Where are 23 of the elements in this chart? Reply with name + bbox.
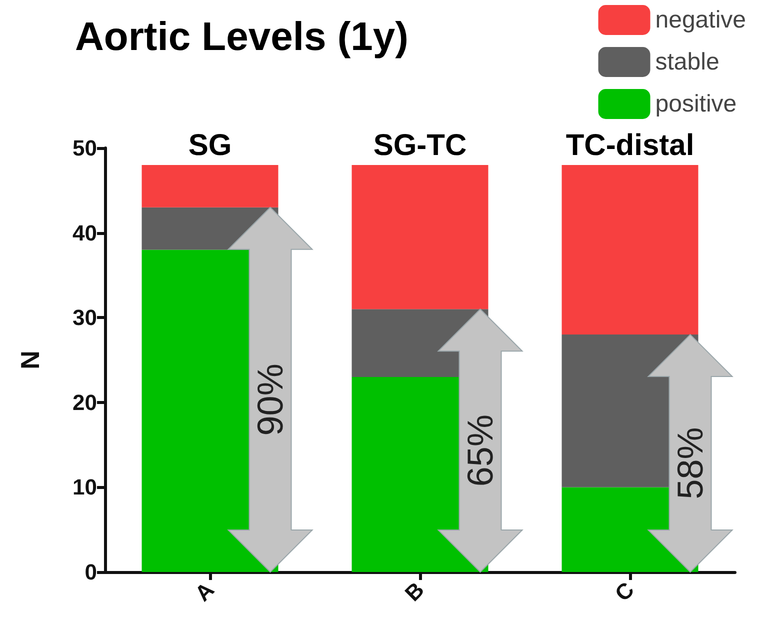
legend-label: positive — [655, 90, 737, 118]
y-tick-label: 40 — [72, 220, 97, 246]
x-tick-label: C — [610, 577, 639, 606]
y-tick-label: 30 — [72, 305, 97, 330]
y-tick-label: 0 — [84, 560, 97, 584]
legend-label: negative — [655, 6, 746, 34]
y-axis-title: N — [15, 350, 45, 370]
legend-label: stable — [655, 48, 720, 76]
x-tick-label: B — [400, 577, 429, 606]
annotation: 90% — [250, 364, 291, 436]
y-tick-label: 20 — [72, 390, 97, 415]
annotation: 58% — [670, 427, 711, 500]
bar — [352, 164, 488, 310]
y-tick-label: 10 — [72, 474, 97, 500]
bar — [142, 164, 278, 208]
bar — [562, 164, 698, 335]
y-tick-label: 50 — [72, 136, 97, 160]
annotation: SG-TC — [373, 128, 467, 162]
chart-title: Aortic Levels (1y) — [75, 15, 408, 59]
x-tick-label: A — [190, 577, 219, 606]
annotation: SG — [188, 128, 232, 162]
annotation: 65% — [460, 414, 501, 487]
annotation: TC-distal — [566, 128, 694, 162]
